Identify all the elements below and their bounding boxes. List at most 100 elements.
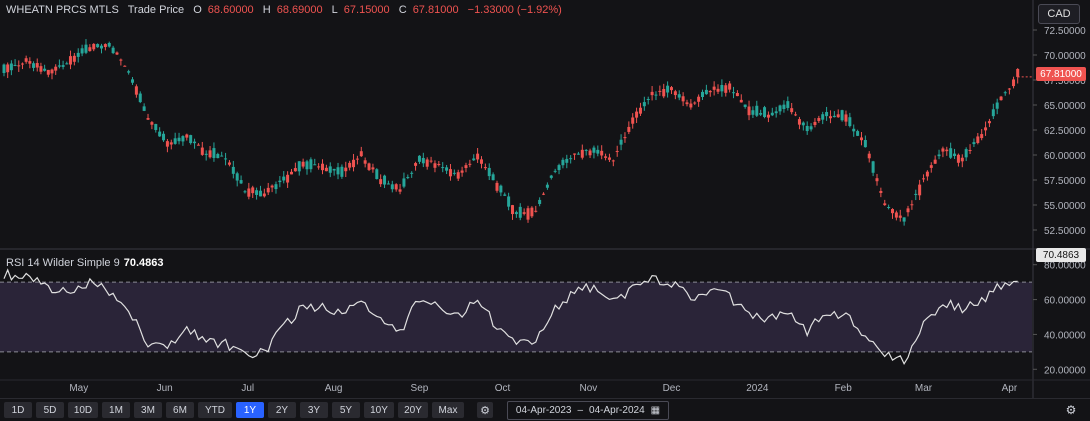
date-separator: – — [577, 405, 584, 416]
candle-body — [794, 114, 798, 116]
candle-body — [933, 159, 937, 164]
candle-body — [386, 183, 390, 185]
candle-body — [918, 184, 922, 196]
candle-body — [689, 103, 693, 108]
range-button-1y[interactable]: 1Y — [236, 402, 264, 418]
candle-body — [604, 156, 608, 158]
price-tick-label: 67.50000 — [1044, 76, 1086, 87]
range-button-5y[interactable]: 5Y — [332, 402, 360, 418]
candle-body — [739, 99, 743, 103]
candle-body — [685, 102, 689, 105]
candle-body — [635, 111, 639, 118]
candle-body — [367, 163, 371, 170]
candle-body — [522, 212, 526, 214]
price-tick-label: 70.00000 — [1044, 51, 1086, 62]
range-button-ytd[interactable]: YTD — [198, 402, 232, 418]
candle-body — [80, 48, 84, 54]
candle-body — [410, 172, 414, 174]
range-button-1m[interactable]: 1M — [102, 402, 130, 418]
range-button-10d[interactable]: 10D — [68, 402, 98, 418]
candle-body — [642, 102, 646, 107]
candle-body — [363, 160, 367, 164]
candle-body — [258, 190, 262, 197]
candle-body — [35, 63, 39, 68]
candle-body — [103, 44, 107, 48]
candle-body — [417, 155, 421, 162]
candle-body — [1007, 88, 1011, 90]
candle-body — [472, 158, 476, 161]
candle-body — [20, 63, 24, 65]
candle-body — [479, 159, 483, 164]
candle-body — [673, 91, 677, 96]
candle-body — [282, 176, 286, 181]
candle-body — [534, 210, 538, 212]
range-button-3y[interactable]: 3Y — [300, 402, 328, 418]
candle-body — [747, 106, 751, 116]
candle-body — [569, 158, 573, 160]
candle-body — [398, 189, 402, 192]
candle-body — [588, 150, 592, 156]
time-axis-label: Sep — [411, 383, 429, 394]
candle-body — [825, 112, 829, 117]
candle-body — [189, 135, 193, 144]
candle-body — [514, 212, 518, 215]
candle-body — [317, 166, 321, 168]
candle-body — [177, 137, 181, 142]
high-value: 68.69000 — [276, 4, 323, 16]
candle-body — [770, 112, 774, 116]
candle-body — [995, 102, 999, 109]
range-button-2y[interactable]: 2Y — [268, 402, 296, 418]
candle-body — [580, 149, 584, 158]
date-to: 04-Apr-2024 — [589, 405, 645, 416]
candle-body — [142, 106, 146, 111]
last-price-tag: 67.81000 — [1036, 67, 1086, 81]
candle-body — [243, 191, 247, 193]
candle-body — [88, 47, 92, 52]
candle-body — [669, 87, 673, 91]
range-button-3m[interactable]: 3M — [134, 402, 162, 418]
range-button-6m[interactable]: 6M — [166, 402, 194, 418]
candle-body — [460, 170, 464, 173]
candle-body — [751, 110, 755, 115]
range-button-10y[interactable]: 10Y — [364, 402, 394, 418]
candle-body — [68, 56, 72, 65]
candle-body — [499, 185, 503, 193]
candle-body — [204, 153, 208, 155]
price-tick-label: 52.50000 — [1044, 226, 1086, 237]
price-tick-label: 65.00000 — [1044, 101, 1086, 112]
range-settings-icon[interactable]: ⚙ — [477, 402, 493, 418]
candle-body — [828, 116, 832, 119]
range-button-1d[interactable]: 1D — [4, 402, 32, 418]
candle-body — [425, 159, 429, 167]
candle-body — [154, 124, 158, 131]
open-label: O — [193, 4, 202, 16]
price-tick-label: 62.50000 — [1044, 126, 1086, 137]
candle-body — [127, 71, 131, 73]
candle-body — [953, 153, 957, 157]
range-button-20y[interactable]: 20Y — [398, 402, 428, 418]
candle-body — [712, 86, 716, 90]
candle-body — [600, 150, 604, 156]
candle-body — [859, 137, 863, 141]
candle-body — [922, 178, 926, 180]
close-value: 67.81000 — [412, 4, 459, 16]
rsi-band — [0, 282, 1032, 352]
date-range-picker[interactable]: 04-Apr-2023 – 04-Apr-2024 ▦ — [507, 401, 669, 420]
currency-button[interactable]: CAD — [1038, 4, 1080, 24]
candle-body — [964, 149, 968, 158]
candle-body — [487, 167, 491, 177]
candle-body — [681, 96, 685, 102]
candle-body — [1016, 69, 1020, 77]
candle-body — [212, 148, 216, 158]
candle-body — [17, 65, 21, 67]
open-value: 68.60000 — [207, 4, 254, 16]
candle-body — [286, 174, 290, 183]
range-button-5d[interactable]: 5D — [36, 402, 64, 418]
candle-body — [759, 112, 763, 115]
candle-body — [538, 199, 542, 204]
range-button-max[interactable]: Max — [432, 402, 464, 418]
candle-body — [984, 127, 988, 131]
chart-settings-icon[interactable]: ⚙ — [1065, 403, 1077, 417]
candle-body — [801, 122, 805, 126]
